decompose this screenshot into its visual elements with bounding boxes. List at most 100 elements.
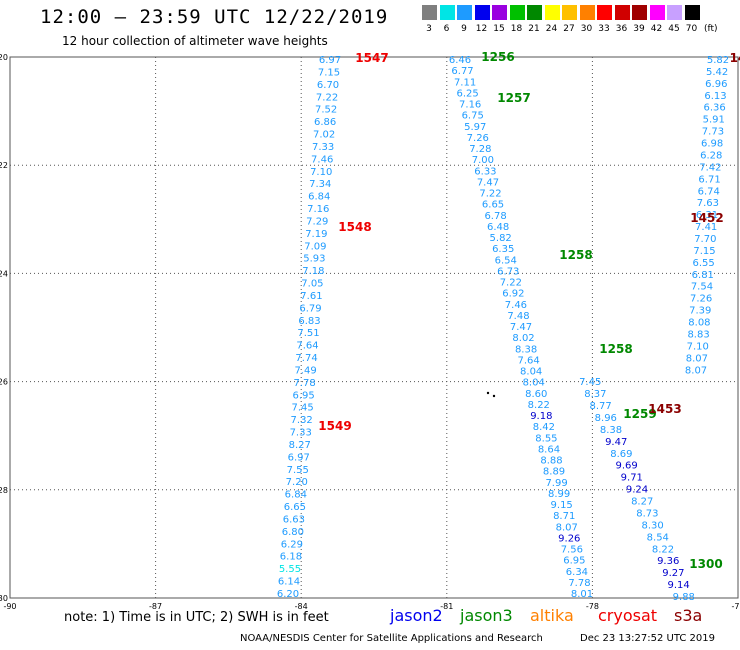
scale-label: 3 [426,24,432,34]
swh-value: 6.83 [298,316,320,327]
swh-value: 8.02 [512,333,534,344]
swh-value: 7.46 [311,154,333,165]
swh-value: 9.26 [558,533,580,544]
scale-swatch [527,5,542,20]
swh-value: 7.02 [313,130,335,141]
longitude-label: -90 [3,602,16,611]
scale-label: 24 [545,24,558,34]
swh-value: 8.38 [515,344,537,355]
swh-value: 7.61 [300,291,322,302]
swh-value: 7.15 [693,246,715,257]
longitude-label: -81 [440,602,453,611]
swh-value: 7.26 [690,294,712,305]
swh-value: 7.45 [292,403,314,414]
swh-value: 6.92 [502,289,524,300]
pass-number-label: 1257 [497,91,530,105]
swh-value: 7.45 [579,377,601,388]
scale-label: 36 [615,24,628,34]
scale-swatch [562,5,577,20]
swh-value: 6.28 [700,150,722,161]
swh-value: 9.24 [626,485,648,496]
scale-label: 9 [461,24,467,34]
swh-value: 7.22 [500,278,522,289]
latitude-label: -30 [0,594,8,603]
swh-value: 7.63 [697,198,719,209]
pass-number-label: 1452 [690,211,723,225]
swh-value: 8.22 [528,400,550,411]
swh-value: 5.42 [706,67,728,78]
pass-number-label: 1258 [559,248,592,262]
swh-value: 7.78 [568,578,590,589]
swh-value: 6.55 [693,258,715,269]
swh-value: 6.34 [566,567,588,578]
swh-value: 6.48 [487,222,509,233]
swh-value: 7.39 [689,306,711,317]
swh-value: 6.54 [495,255,517,266]
scale-swatch [457,5,472,20]
swh-value: 5.82 [490,233,512,244]
scale-label: 15 [493,24,505,34]
legend-s3a: s3a [674,606,703,625]
swh-value: 7.78 [293,378,315,389]
swh-value: 6.70 [317,80,339,91]
swh-value: 8.08 [688,318,710,329]
swh-value: 5.97 [464,122,486,133]
scale-swatch [667,5,682,20]
swh-value: 8.55 [535,433,557,444]
swh-value: 7.33 [290,428,312,439]
swh-value: 5.91 [703,115,725,126]
swh-value: 7.52 [315,105,337,116]
legend-cryosat: cryosat [598,606,658,625]
swh-value: 7.09 [304,241,326,252]
swh-value: 8.07 [556,522,578,533]
pass-number-label: 14 [730,51,740,65]
swh-value: 7.22 [316,92,338,103]
swh-value: 5.82 [707,55,729,66]
swh-value: 6.81 [692,270,714,281]
swh-value: 6.13 [704,91,726,102]
swh-value: 6.86 [314,117,336,128]
swh-value: 8.54 [647,532,669,543]
scale-swatch [544,5,560,20]
scale-swatch [422,5,437,20]
legend-jason3: jason3 [460,606,513,625]
swh-value: 8.42 [533,422,555,433]
scale-label: 6 [443,24,450,34]
swh-value: 8.22 [652,544,674,555]
scale-swatch [439,5,455,20]
swh-value: 7.51 [297,328,319,339]
swh-value: 7.73 [702,127,724,138]
swh-value: 8.04 [523,378,545,389]
swh-value: 8.71 [553,511,575,522]
scale-label: 21 [528,24,540,34]
swh-value: 7.41 [695,222,717,233]
swh-value: 6.77 [451,66,473,77]
pass-number-label: 1453 [648,402,681,416]
swh-value: 9.15 [551,500,573,511]
swh-value: 7.10 [687,341,709,352]
scale-label: 42 [650,24,663,34]
swh-value: 7.00 [472,155,494,166]
swh-value: 7.20 [286,477,308,488]
scale-unit: (ft) [704,24,718,34]
swh-value: 8.07 [686,353,708,364]
swh-value: 6.74 [698,186,720,197]
swh-value: 8.99 [548,489,570,500]
scale-label: 39 [633,24,645,34]
latitude-label: -22 [0,161,8,170]
scale-label: 33 [598,24,610,34]
swh-value: 7.15 [318,67,340,78]
swh-value: 6.36 [703,103,725,114]
scale-swatch [614,5,630,20]
scale-label: 12 [475,24,488,34]
swh-value: 8.96 [595,413,617,424]
swh-value: 7.28 [469,144,491,155]
longitude-label: -75 [731,602,740,611]
pass-number-label: 1256 [481,50,514,64]
credit-line: NOAA/NESDIS Center for Satellite Applica… [240,633,543,644]
map-subtitle: 12 hour collection of altimeter wave hei… [62,34,328,48]
swh-value: 9.36 [657,556,679,567]
generated-timestamp: Dec 23 13:27:52 UTC 2019 [580,633,715,644]
swh-value: 5.55 [279,564,301,575]
swh-value: 6.96 [705,79,727,90]
